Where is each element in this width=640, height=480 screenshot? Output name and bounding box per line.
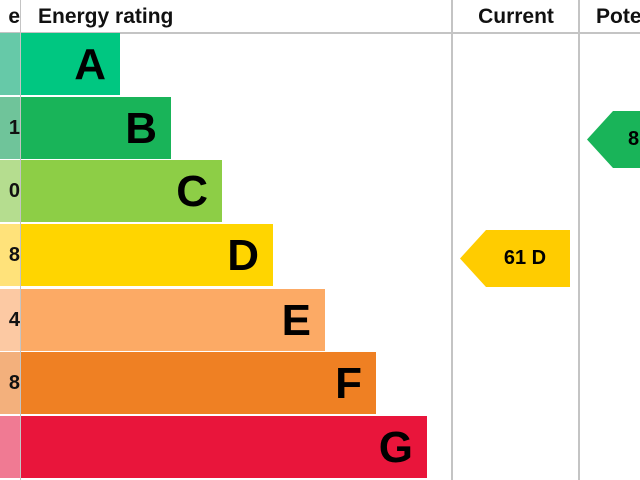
current-rating-arrow: 61 D bbox=[460, 230, 570, 287]
score-range-a bbox=[0, 33, 20, 95]
header-divider bbox=[0, 32, 640, 34]
band-d: D bbox=[21, 224, 273, 286]
energy-rating-header: Energy rating bbox=[38, 5, 174, 28]
band-e: E bbox=[21, 289, 325, 351]
band-letter: E bbox=[281, 296, 311, 345]
band-a: A bbox=[21, 33, 120, 95]
score-header: e bbox=[8, 5, 20, 28]
current-header: Current bbox=[478, 5, 554, 28]
potential-rating-arrow: 8 bbox=[587, 111, 640, 168]
potential-header: Pote bbox=[596, 5, 640, 28]
score-range-c: 0 bbox=[0, 160, 20, 222]
column-divider bbox=[451, 0, 453, 480]
band-letter: D bbox=[227, 231, 259, 280]
potential-rating-label: 8 bbox=[628, 128, 640, 150]
column-divider bbox=[20, 0, 21, 480]
band-b: B bbox=[21, 97, 171, 159]
band-letter: G bbox=[378, 423, 413, 472]
score-range-d: 8 bbox=[0, 224, 20, 286]
score-range-b: 1 bbox=[0, 97, 20, 159]
band-g: G bbox=[21, 416, 427, 478]
score-range-e: 4 bbox=[0, 289, 20, 351]
current-rating-label: 61 D bbox=[503, 247, 547, 269]
band-letter: B bbox=[125, 104, 157, 153]
band-letter: A bbox=[74, 40, 106, 89]
band-c: C bbox=[21, 160, 222, 222]
band-letter: F bbox=[335, 359, 362, 408]
band-letter: C bbox=[176, 167, 208, 216]
score-range-f: 8 bbox=[0, 352, 20, 414]
column-divider bbox=[578, 0, 580, 480]
band-f: F bbox=[21, 352, 376, 414]
score-range-g bbox=[0, 416, 20, 478]
